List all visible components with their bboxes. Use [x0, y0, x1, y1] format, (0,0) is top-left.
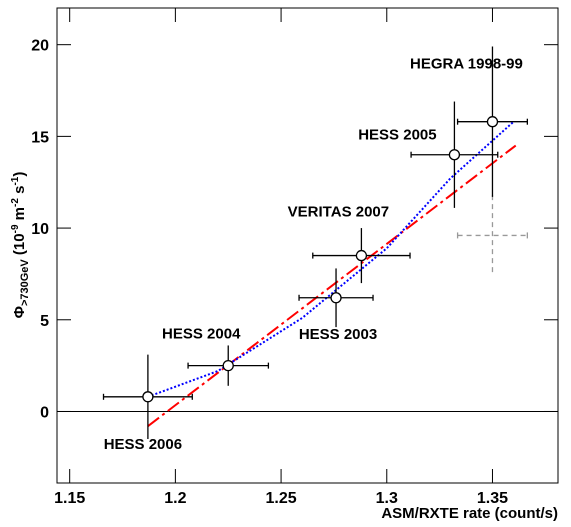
y-label-part: ) — [11, 172, 28, 177]
y-label-part: (10 — [11, 233, 28, 259]
y-label-part: Φ — [11, 306, 28, 318]
point-label: HESS 2006 — [104, 436, 182, 453]
y-label-part: m — [11, 207, 28, 225]
data-point — [222, 359, 234, 372]
x-axis-label: ASM/RXTE rate (count/s) — [381, 505, 558, 522]
plot-frame — [56, 7, 559, 484]
data-point — [486, 116, 499, 128]
y-label-part: -9 — [10, 224, 21, 233]
data-point — [355, 249, 368, 262]
x-tick-label: 1.25 — [266, 490, 297, 507]
y-tick-label: 20 — [31, 38, 49, 55]
x-tick-label: 1.3 — [376, 490, 398, 507]
point-label: HESS 2005 — [358, 127, 436, 144]
data-point — [448, 149, 461, 161]
point-label: VERITAS 2007 — [288, 204, 389, 221]
y-label-part: -1 — [10, 176, 21, 185]
y-tick-label: 0 — [40, 404, 49, 421]
y-tick-label: 5 — [40, 313, 49, 330]
fit-line — [147, 120, 515, 398]
data-point — [330, 292, 342, 304]
y-tick-label: 10 — [31, 221, 49, 238]
data-point — [142, 391, 154, 403]
x-tick-label: 1.15 — [54, 490, 85, 507]
point-label: HESS 2003 — [299, 326, 377, 343]
y-label-part: -2 — [10, 198, 21, 207]
y-axis-label: Φ>730GeV (10-9 m-2 s-1) — [10, 172, 31, 319]
y-label-part: s — [11, 186, 28, 199]
fit-line — [147, 144, 517, 427]
y-tick-label: 15 — [31, 129, 49, 146]
point-label: HESS 2004 — [162, 326, 241, 343]
x-tick-label: 1.2 — [164, 490, 186, 507]
point-label: HEGRA 1998-99 — [410, 56, 523, 73]
y-label-part: >730GeV — [19, 259, 31, 306]
x-tick-label: 1.35 — [477, 490, 508, 507]
